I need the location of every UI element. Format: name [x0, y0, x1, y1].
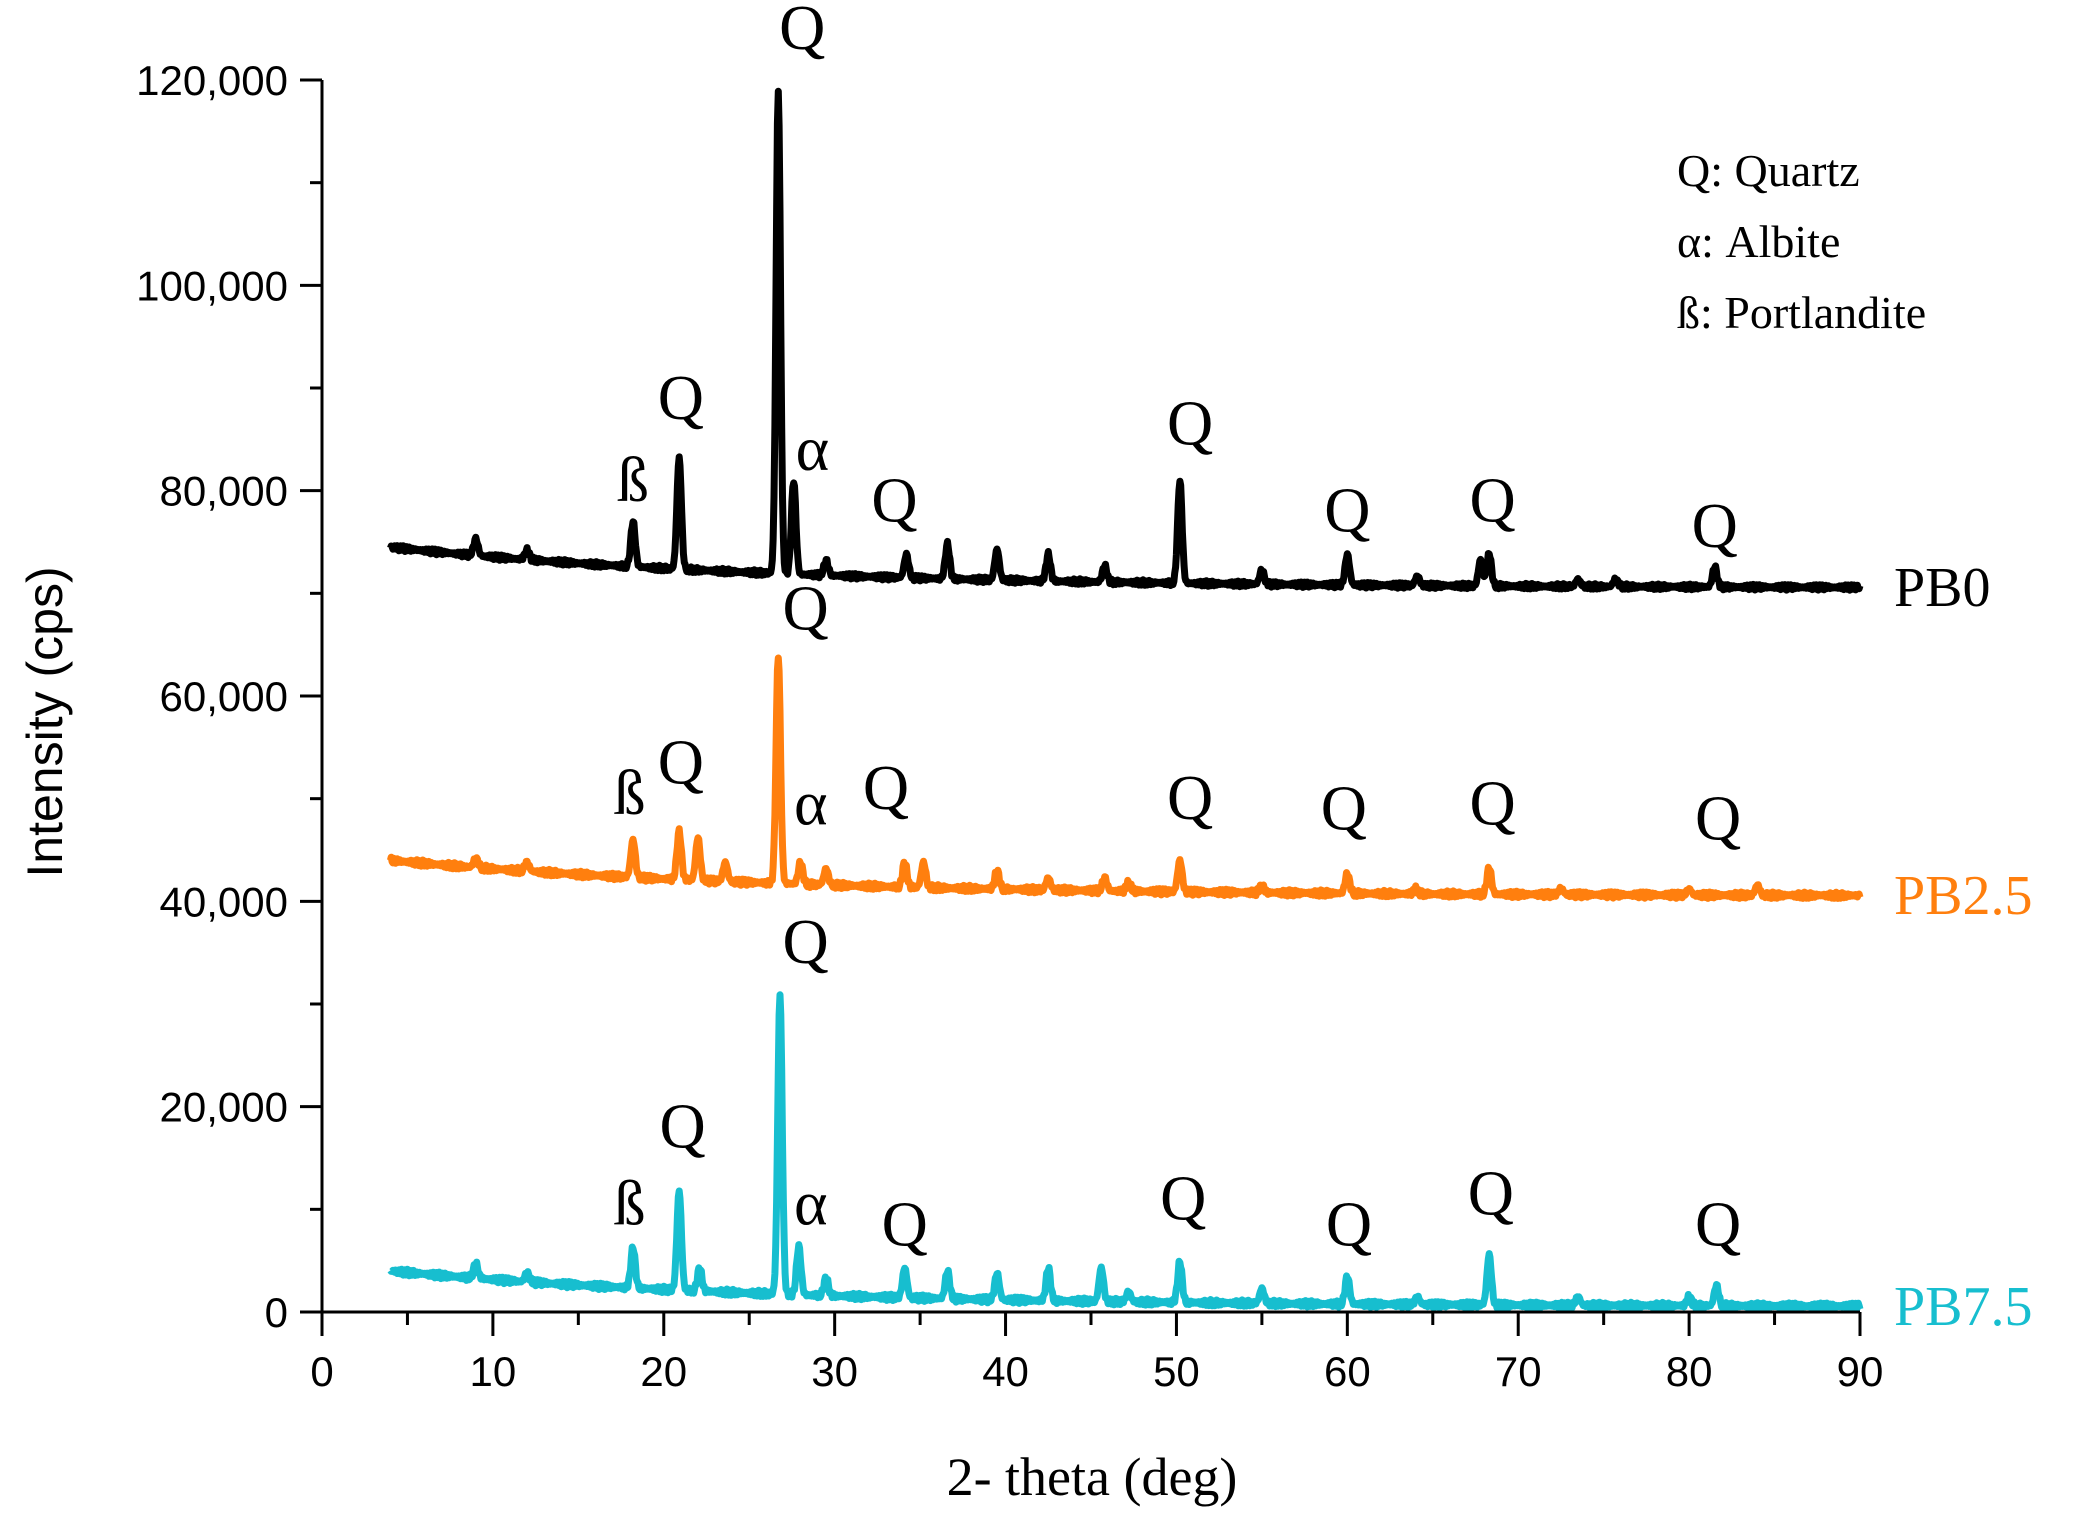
- x-tick-label: 10: [470, 1348, 517, 1395]
- y-axis-title: Intensity (cps): [17, 566, 73, 877]
- y-tick-label: 20,000: [160, 1084, 288, 1131]
- y-tick-label: 60,000: [160, 673, 288, 720]
- peak-label: Q: [783, 572, 829, 643]
- x-tick-label: 30: [811, 1348, 858, 1395]
- peak-label: Q: [1692, 490, 1738, 561]
- legend: Q: Quartz α: Albite ß: Portlandite: [1677, 145, 1926, 338]
- y-tick-label: 40,000: [160, 878, 288, 925]
- peak-label: Q: [1468, 1157, 1514, 1228]
- peak-label: Q: [1167, 762, 1213, 833]
- peak-label: Q: [871, 464, 917, 535]
- x-tick-label: 60: [1324, 1348, 1371, 1395]
- axes: 0 20,000 40,000 60,000 80,000 100,000 120,000 0…: [136, 57, 1883, 1395]
- y-tick-label: 120,000: [136, 57, 288, 104]
- series-label-pb7-5: PB7.5: [1894, 1276, 2033, 1338]
- series-label-pb2-5: PB2.5: [1894, 865, 2033, 927]
- peak-label: ß: [617, 444, 649, 515]
- x-tick-label: 80: [1666, 1348, 1713, 1395]
- peak-label: Q: [1321, 772, 1367, 843]
- peak-label: Q: [1695, 783, 1741, 854]
- peak-label: Q: [863, 752, 909, 823]
- peak-label: α: [794, 1168, 828, 1239]
- legend-entry-quartz: Q: Quartz: [1677, 145, 1860, 196]
- y-tick-label: 80,000: [160, 468, 288, 515]
- legend-entry-albite: α: Albite: [1677, 216, 1840, 267]
- x-tick-label: 50: [1153, 1348, 1200, 1395]
- peak-label: Q: [1326, 1188, 1372, 1259]
- peak-label: Q: [659, 1091, 705, 1162]
- x-tick-label: 40: [982, 1348, 1029, 1395]
- peak-label: α: [794, 767, 828, 838]
- series-label-pb0: PB0: [1894, 557, 1991, 619]
- y-tick-label: 100,000: [136, 262, 288, 309]
- peak-label: Q: [1167, 387, 1213, 458]
- peak-label: α: [796, 413, 830, 484]
- y-tick-label: 0: [265, 1289, 288, 1336]
- peak-label: Q: [779, 0, 825, 63]
- peak-label: Q: [1469, 464, 1515, 535]
- peak-label: Q: [783, 906, 829, 977]
- peak-label: Q: [658, 726, 704, 797]
- peak-label: ß: [614, 757, 646, 828]
- x-axis-title: 2- theta (deg): [947, 1447, 1238, 1507]
- peak-label: Q: [658, 362, 704, 433]
- legend-entry-portlandite: ß: Portlandite: [1677, 287, 1926, 338]
- x-tick-label: 70: [1495, 1348, 1542, 1395]
- peak-label: Q: [882, 1188, 928, 1259]
- x-tick-label: 0: [310, 1348, 333, 1395]
- x-tick-label: 20: [640, 1348, 687, 1395]
- peak-label: ß: [614, 1168, 646, 1239]
- x-tick-label: 90: [1837, 1348, 1884, 1395]
- series-line-pb0: [387, 87, 1864, 594]
- series-line-pb7-5: [387, 991, 1864, 1313]
- peak-label: Q: [1695, 1188, 1741, 1259]
- peak-label: Q: [1469, 767, 1515, 838]
- peak-label: Q: [1160, 1163, 1206, 1234]
- peak-label: Q: [1324, 475, 1370, 546]
- series-line-pb2-5: [387, 654, 1864, 902]
